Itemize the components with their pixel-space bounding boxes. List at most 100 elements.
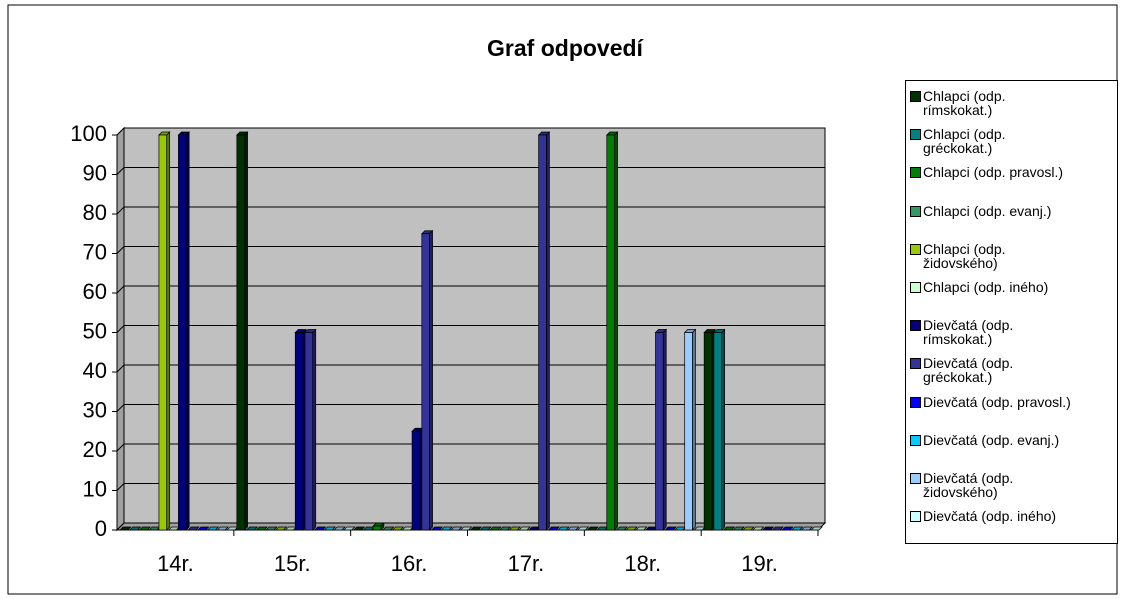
legend-label: Chlapci (odp. gréckokat.) [923,126,1006,157]
x-tick-label: 15r. [274,551,311,576]
bar-top [567,526,580,531]
bar-top [576,526,590,531]
bar-top [781,526,794,531]
grid-line [116,285,825,294]
chart-title: Graf odpovedí [487,35,645,61]
bar [304,332,314,531]
legend-item: Chlapci (odp. pravosl.) [910,165,1120,179]
bar-top [138,526,152,531]
bar-top [615,526,629,531]
y-tick-label: 40 [83,358,107,383]
bar-top [761,526,775,531]
bar-top [479,526,492,531]
legend-swatch [910,282,921,293]
bar [421,233,430,531]
legend-item: Dievčatá (odp. pravosl.) [910,395,1120,409]
bar-top [313,526,327,531]
legend-label: Dievčatá (odp. gréckokat.) [923,355,1014,386]
legend-label: Chlapci (odp. rímskokat.) [923,88,1006,118]
x-tick-label: 16r. [391,551,428,576]
bar-side [166,131,171,531]
legend-swatch [910,205,921,217]
bar-top [508,526,522,531]
legend-label: Chlapci (odp. židovského) [923,240,1006,271]
grid-line [116,167,825,175]
bar-top [635,526,648,531]
bar-side [429,229,433,531]
grid-line [116,206,825,215]
legend-item: Chlapci (odp. gréckokat.) [910,127,1120,155]
bar-top [518,526,531,531]
x-tick-label: 19r. [741,551,778,576]
bar-top [557,526,570,531]
bar-top [440,526,453,531]
legend-swatch [910,320,921,332]
bar-side [546,131,550,531]
legend-item: Chlapci (odp. evanj.) [910,204,1120,218]
bar-top [265,526,278,531]
legend-label: Chlapci (odp. pravosl.) [923,164,1064,181]
y-tick-label: 10 [83,476,107,501]
bar-top [333,526,346,531]
bar-side [185,131,190,531]
bar-top [810,526,823,531]
y-tick-label: 0 [95,516,107,541]
bar-top [382,526,395,531]
bar-top [742,526,755,531]
bar-top [197,526,210,531]
bar-top [722,526,736,531]
y-tick-label: 60 [83,279,107,304]
legend-swatch [910,91,921,102]
bar-side [662,328,667,531]
bar-top [459,526,473,531]
legend-swatch [910,511,921,523]
legend: Chlapci (odp. rímskokat.) Chlapci (odp. g… [905,80,1118,544]
bar-top [323,526,337,531]
legend-label: Dievčatá (odp. evanj.) [923,431,1060,448]
grid-line [116,246,825,254]
bar [236,134,245,531]
grid-line [116,127,825,136]
legend-swatch [910,396,921,408]
bar-top [206,526,220,531]
legend-swatch [910,358,921,370]
bar-side [312,328,317,531]
grid-line [116,443,825,452]
bar-side [692,328,696,531]
legend-label: Chlapci (odp. evanj.) [923,202,1052,219]
bar [703,332,713,531]
bar-top [430,526,444,531]
bar-top [255,526,268,531]
bar [178,134,187,531]
bar-top [732,526,745,531]
legend-label: Dievčatá (odp. iného) [923,508,1057,525]
bar-top [352,526,366,531]
bar-top [216,526,229,531]
bar-top [489,526,502,531]
bar [606,134,615,531]
bar-top [800,526,814,531]
bar-side [244,131,248,531]
bar-top [790,526,804,531]
legend-label: Dievčatá (odp. rímskokat.) [923,317,1014,348]
grid-line [116,325,825,333]
bar [294,332,304,531]
grid-line [116,404,825,412]
legend-item: Dievčatá (odp. evanj.) [910,433,1120,447]
bar [158,134,168,531]
bar [411,430,421,531]
legend-item: Dievčatá (odp. židovského) [910,471,1120,499]
legend-item: Dievčatá (odp. rímskokat.) [910,318,1120,346]
y-tick-label: 90 [83,160,107,185]
bar-top [625,526,638,531]
bar-top [274,526,288,531]
legend-label: Dievčatá (odp. židovského) [923,470,1014,500]
bar-top [547,526,560,531]
legend-swatch [910,243,921,255]
legend-swatch [910,129,921,141]
legend-item: Chlapci (odp. rímskokat.) [910,89,1120,117]
legend-swatch [910,167,921,179]
bar-top [343,526,356,531]
bar [538,134,547,531]
